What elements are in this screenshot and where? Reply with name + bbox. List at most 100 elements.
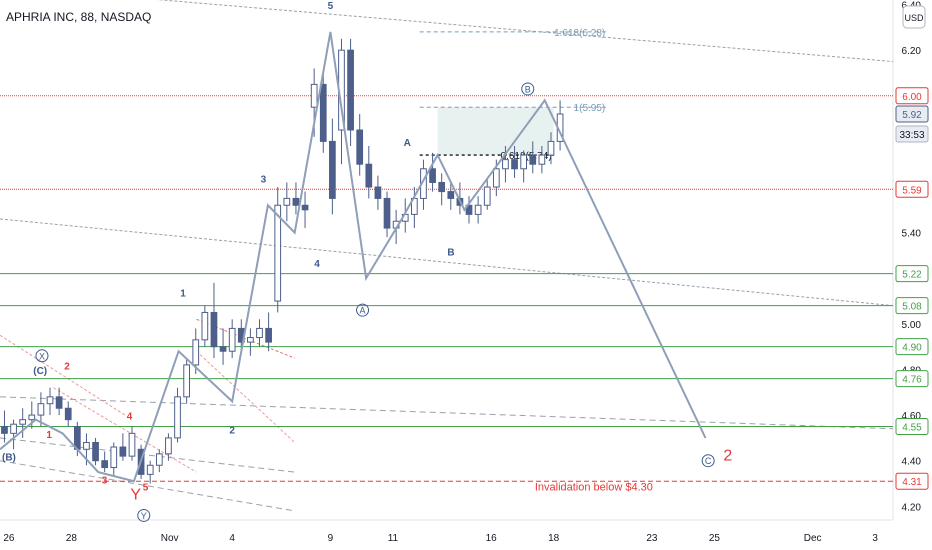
fib-box [437,107,554,156]
fib-label-0: 1.618(6.28) [554,28,605,39]
price-tag-box-0 [895,87,929,105]
annotation-9: 2 [64,361,70,372]
candle-body-3 [28,414,36,421]
x-tick-9: 25 [709,533,721,544]
candle-body-2 [19,419,27,425]
x-tick-11: 3 [872,533,878,544]
price-tag-label-6: 4.76 [902,375,922,386]
candle-body-16 [146,464,154,475]
trend-line-8 [53,387,197,473]
horizontal-levels [0,95,893,482]
candle-body-48 [438,181,446,193]
candle-body-9 [83,441,90,450]
annotation-3: 3 [261,174,267,185]
candle-body-23 [210,311,218,348]
circled-label-4: Y [141,511,147,521]
candle-body-19 [174,396,181,439]
trend-line-7 [0,334,126,416]
candle-body-58 [529,154,537,165]
circled-label-0: X [39,351,45,361]
candle-body-54 [492,168,500,188]
annotation-7: A [404,138,411,149]
candle-body-10 [92,441,99,462]
circled-label-2: B [525,84,531,94]
candle-body-27 [247,337,254,343]
x-tick-6: 16 [486,533,498,544]
x-tick-2: Nov [161,533,179,544]
candle-body-36 [329,140,336,199]
circled-ring-3 [701,454,715,468]
candle-body-49 [447,191,455,199]
circled-ring-0 [35,349,49,363]
candle-body-18 [165,437,172,455]
candle-body-20 [183,364,190,398]
price-tag-box-6 [895,370,929,388]
candle-body-56 [511,159,518,170]
candle-body-7 [64,407,72,421]
price-tag-label-5: 4.90 [902,343,922,354]
annotation-15: Y [130,486,141,503]
candle-body-55 [502,159,509,170]
candle-body-57 [520,154,528,170]
elliott-wave-line [0,31,707,483]
circled-ring-2 [521,82,535,96]
trend-line-1 [0,218,894,307]
annotation-12: 3 [102,476,108,487]
price-tag-label-2: 5.59 [902,185,922,196]
annotation-4: 4 [314,259,320,270]
candle-body-25 [228,327,236,352]
trend-line-6 [196,350,296,443]
x-tick-1: 28 [66,533,78,544]
price-tag-box-8 [895,472,929,490]
x-tick-4: 9 [328,533,334,544]
y-tick-1: 6.20 [902,46,922,57]
candle-body-38 [347,49,354,131]
annotation-10: 1 [46,430,52,441]
time-axis[interactable]: 26 28 Nov 4 9 11 16 18 23 25 Dec 3 [3,533,878,544]
candle-body-0 [1,425,8,434]
price-tag-label-4: 5.08 [902,302,922,313]
annotation-5: 1 [180,288,186,299]
annotation-17: Invalidation below $4.30 [535,481,653,493]
candle-body-4 [37,403,45,416]
candle-body-5 [46,396,54,405]
circled-label-3: C [705,456,712,466]
candle-body-42 [383,197,391,229]
candle-body-21 [192,339,200,366]
price-tag-box-2 [895,180,929,198]
price-tag-box-4 [895,297,929,315]
annotation-1: 2 [723,448,732,465]
price-tag-label-7: 4.55 [902,422,922,433]
candle-body-29 [265,327,272,343]
annotation-8: B [447,247,454,258]
price-tag-box-3 [895,265,929,283]
currency-badge[interactable]: USD [902,5,926,29]
countdown-box [895,125,929,143]
price-axis[interactable]: 6.406.205.405.004.804.604.404.206.005.92… [895,1,929,514]
candles [1,38,564,484]
y-tick-6: 4.40 [902,457,922,468]
candle-body-35 [319,83,327,142]
candle-body-1 [10,423,17,434]
countdown-label: 33:53 [899,130,924,141]
candle-body-32 [292,197,300,206]
candle-body-60 [547,140,555,156]
annotation-14: (B) [2,453,16,464]
price-tag-box-1 [895,105,929,123]
candle-body-14 [128,432,136,457]
trend-line-2 [0,396,894,430]
x-tick-5: 11 [388,533,399,544]
annotation-6: 2 [229,425,235,436]
fib-label-1: 1(5.95) [574,103,606,114]
candle-body-40 [365,163,373,188]
symbol-title: APHRIA INC, 88, NASDAQ [6,10,151,24]
x-tick-10: Dec [804,533,822,544]
candle-body-33 [301,204,309,211]
currency-label: USD [904,13,924,23]
candle-body-39 [356,129,364,165]
annotation-16: 5 [143,482,149,493]
candle-body-47 [429,168,436,183]
circled-label-1: A [360,306,366,316]
